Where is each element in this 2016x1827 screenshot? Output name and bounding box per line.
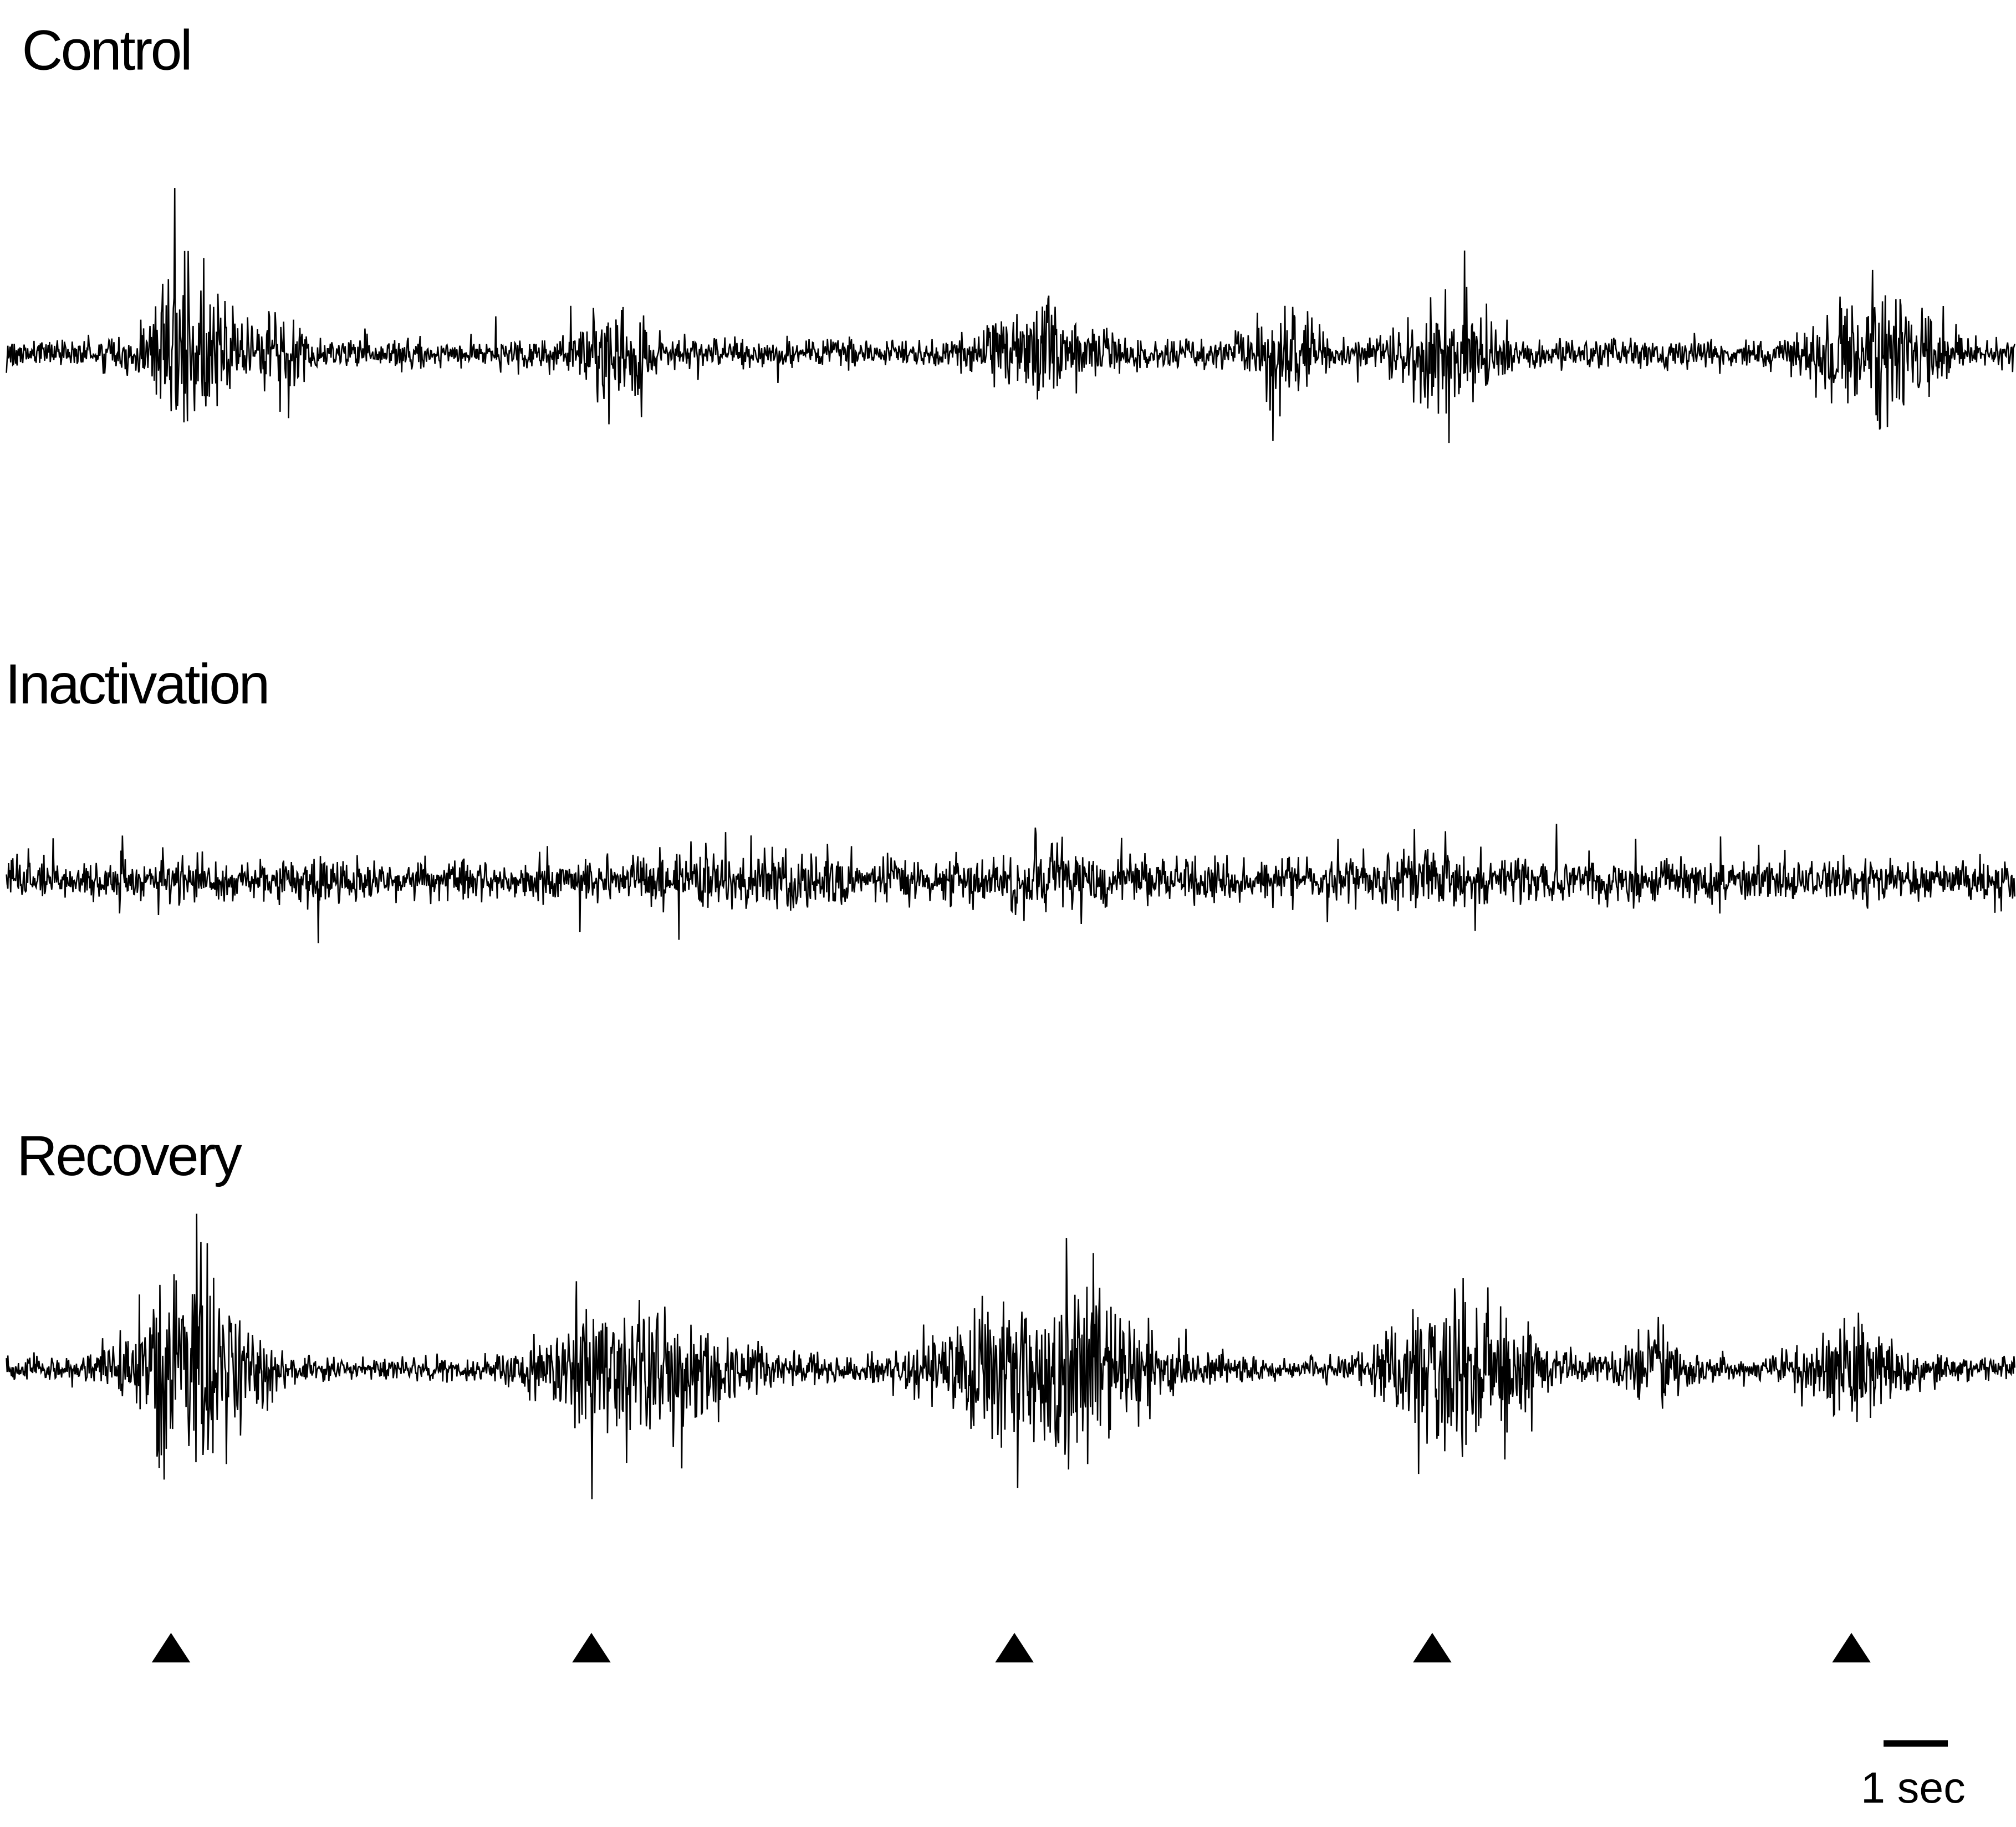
trace [6, 188, 2015, 443]
stimulus-marker [572, 1632, 611, 1663]
panel-label: Recovery [17, 1124, 242, 1187]
trace [6, 1213, 2015, 1499]
stimulus-marker [151, 1632, 191, 1663]
scale-bar-label: 1 sec [1861, 1763, 1966, 1812]
trace [6, 824, 2015, 943]
stimulus-marker [1413, 1632, 1452, 1663]
stimulus-markers [151, 1632, 1871, 1663]
panel-label: Inactivation [5, 652, 268, 716]
stimulus-marker [995, 1632, 1034, 1663]
panel-label: Control [22, 18, 191, 81]
stimulus-marker [1832, 1632, 1871, 1663]
